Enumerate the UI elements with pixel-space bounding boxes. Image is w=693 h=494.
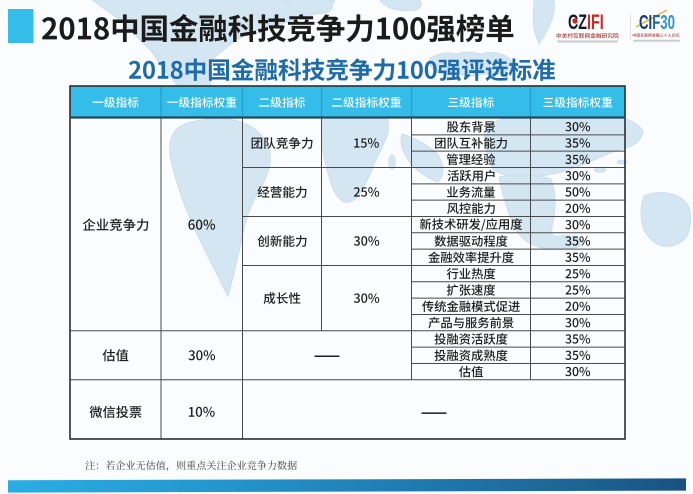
- svg-text:CZIFI: CZIFI: [568, 10, 604, 33]
- svg-text:CIF30: CIF30: [639, 11, 675, 33]
